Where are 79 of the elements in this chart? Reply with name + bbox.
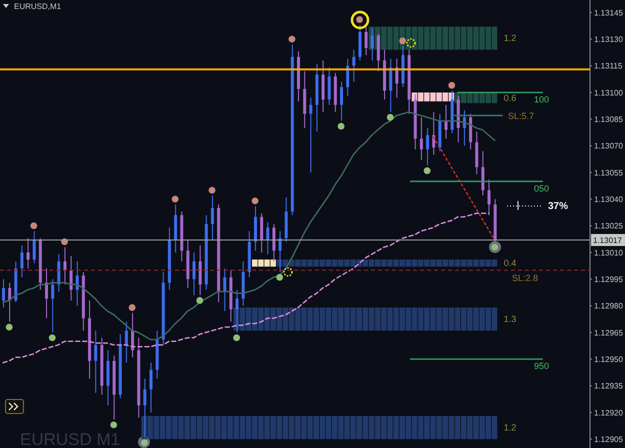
point (252, 197, 258, 204)
candlestick (8, 282, 12, 322)
candlestick (150, 362, 152, 413)
y-tick-label: 1.12980 (594, 302, 624, 311)
annotation: SL:2.8 (512, 273, 538, 284)
candlestick (420, 116, 423, 160)
line-series (2, 212, 490, 364)
point (110, 421, 118, 428)
candlestick (32, 230, 36, 264)
point (399, 37, 406, 44)
y-tick-label: 1.13025 (594, 222, 624, 231)
y-tick-label: 1.13130 (594, 34, 624, 44)
y-tick-label: 1.13010 (594, 248, 624, 258)
point (48, 334, 56, 342)
chart-title: EURUSD,M1 (14, 2, 62, 11)
annotation: 100 (534, 94, 550, 104)
y-tick-label: 1.13115 (594, 62, 623, 71)
series-label: 1.2 (504, 33, 516, 44)
annotation: 37% (548, 201, 568, 212)
y-tick-label: 1.12995 (594, 274, 624, 284)
candlestick (45, 268, 48, 319)
point (128, 304, 136, 311)
point (276, 274, 284, 281)
candlestick (340, 81, 344, 122)
candlestick (70, 256, 73, 301)
point (208, 186, 216, 194)
candlestick (20, 244, 24, 278)
y-tick-label: 1.13100 (594, 88, 624, 98)
candlestick (223, 268, 226, 312)
series-label: 0.4 (504, 258, 516, 268)
annotation: SL:5.7 (508, 111, 534, 121)
candlestick (426, 128, 430, 166)
candlestick (63, 246, 66, 285)
candlestick (481, 150, 484, 196)
point (424, 167, 431, 174)
series-label: 1.2 (504, 422, 516, 433)
point (233, 334, 240, 342)
y-tick-label: 1.12935 (594, 382, 624, 391)
y-tick-label: 1.13040 (594, 194, 624, 204)
candlestick (198, 244, 202, 296)
point (338, 122, 344, 130)
candlestick (124, 321, 128, 364)
point (196, 297, 204, 304)
candlestick (352, 49, 356, 82)
annotation: 950 (534, 361, 550, 372)
candlestick (444, 104, 448, 140)
point (172, 196, 179, 203)
candlestick (309, 97, 312, 173)
candlestick (51, 278, 54, 333)
candlestick (76, 260, 79, 306)
point (386, 114, 394, 121)
series-label: 1.3 (504, 314, 516, 324)
point (30, 222, 38, 230)
candlestick (389, 58, 392, 112)
y-tick-label: 1.13145 (594, 8, 624, 18)
candlestick (210, 195, 214, 240)
series-label: 0.6 (504, 92, 516, 103)
point (448, 82, 456, 89)
candlestick (328, 67, 331, 106)
candlestick (488, 179, 491, 216)
candlestick (364, 26, 368, 56)
y-tick-label: 1.12965 (594, 328, 624, 338)
y-tick-label: 1.13070 (594, 142, 624, 151)
y-tick-label: 1.13055 (594, 168, 624, 178)
y-tick-label: 1.12920 (594, 408, 624, 418)
y-tick-label: 1.13085 (594, 114, 624, 124)
annotation: 050 (534, 183, 550, 194)
candlestick (2, 278, 5, 308)
candlestick (266, 222, 270, 255)
y-tick-label: 1.12905 (594, 434, 624, 444)
candlestick (192, 252, 196, 296)
ref-line-label: 1.13017 (593, 236, 622, 245)
y-tick-label: 1.12950 (594, 354, 624, 364)
point (288, 36, 296, 43)
candlestick (26, 238, 30, 269)
candlestick (260, 212, 264, 253)
candlestick (94, 330, 98, 394)
candlestick (57, 254, 60, 292)
point (6, 324, 13, 331)
